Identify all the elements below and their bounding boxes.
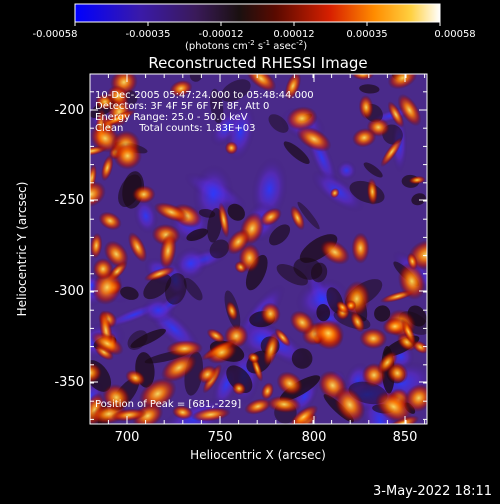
plot-title: Reconstructed RHESSI Image xyxy=(148,54,367,72)
x-tick-label: 850 xyxy=(393,430,418,445)
annotation-detectors: Detectors: 3F 4F 5F 6F 7F 8F, Att 0 xyxy=(95,101,269,112)
colorbar-gradient xyxy=(74,3,441,23)
colorbar-ticks xyxy=(74,22,441,26)
annotation-algorithm-counts: Clean Total counts: 1.83E+03 xyxy=(95,123,255,134)
colorbar-tick-label: 0.00035 xyxy=(346,29,387,40)
y-axis-label: Heliocentric Y (arcsec) xyxy=(15,182,29,317)
y-tick-label: -250 xyxy=(54,193,84,208)
plot-frame xyxy=(89,73,428,425)
image-hot-regions xyxy=(90,74,427,424)
colorbar-tick-label: -0.00058 xyxy=(33,29,78,40)
annotation-time-range: 10-Dec-2005 05:47:24.000 to 05:48:44.000 xyxy=(95,90,314,101)
rhessi-image xyxy=(90,74,427,424)
colorbar: -0.00058 -0.00035 -0.00012 0.00012 0.000… xyxy=(33,3,476,52)
x-tick-label: 700 xyxy=(115,430,140,445)
colorbar-tick-label: -0.00012 xyxy=(199,29,244,40)
y-tick-label: -200 xyxy=(54,103,84,118)
annotation-peak-position: Position of Peak = [681,-229] xyxy=(95,399,241,410)
y-tick-label: -300 xyxy=(54,284,84,299)
x-tick-label: 800 xyxy=(302,430,327,445)
x-tick-label: 750 xyxy=(208,430,233,445)
y-tick-label: -350 xyxy=(54,375,84,390)
x-axis-label: Heliocentric X (arcsec) xyxy=(190,448,326,462)
annotation-energy-range: Energy Range: 25.0 - 50.0 keV xyxy=(95,112,248,123)
colorbar-tick-label: 0.00012 xyxy=(273,29,314,40)
axis-ticks xyxy=(90,74,427,424)
footer-date: 3-May-2022 18:11 xyxy=(373,484,492,499)
colorbar-tick-label: 0.00058 xyxy=(434,29,475,40)
colorbar-unit-label: (photons cm-2 s-1 asec-2) xyxy=(185,39,307,52)
colorbar-tick-label: -0.00035 xyxy=(126,29,171,40)
